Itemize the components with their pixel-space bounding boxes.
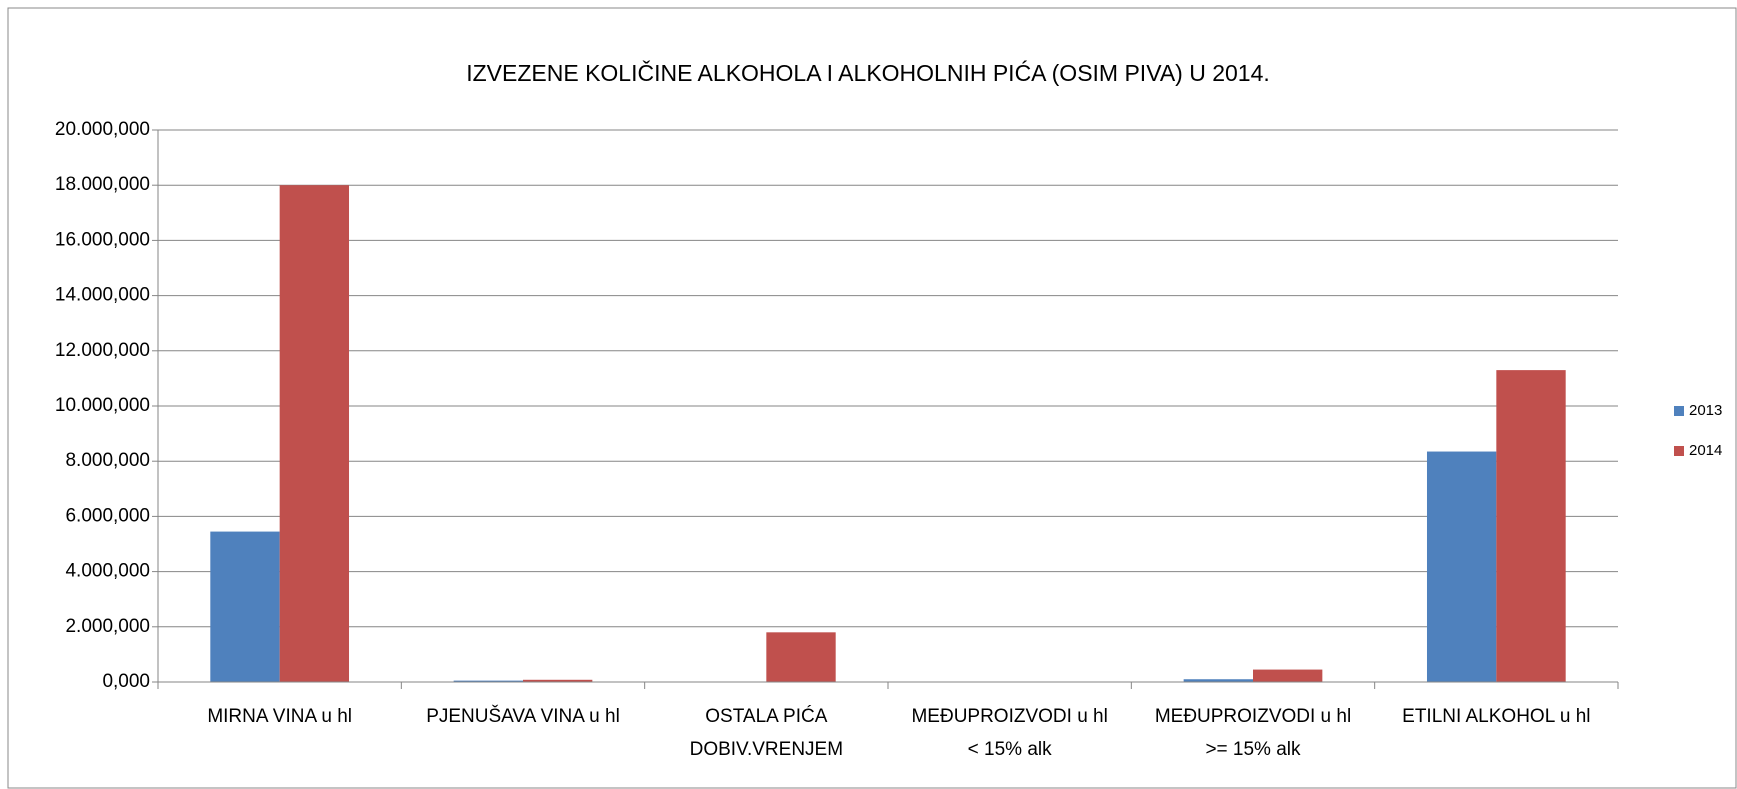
x-tick-label: MEĐUPROIZVODI u hl >= 15% alk xyxy=(1155,706,1351,760)
y-tick-label: 6.000,000 xyxy=(65,505,150,526)
x-tick-label: MIRNA VINA u hl xyxy=(207,706,352,727)
bar xyxy=(210,531,280,682)
legend-swatch xyxy=(1674,446,1684,456)
bar xyxy=(453,680,523,682)
chart-title: IZVEZENE KOLIČINE ALKOHOLA I ALKOHOLNIH … xyxy=(466,59,1270,86)
y-tick-label: 14.000,000 xyxy=(55,285,150,306)
y-tick-label: 20.000,000 xyxy=(55,119,150,140)
y-tick-label: 18.000,000 xyxy=(55,174,150,195)
x-tick-label: ETILNI ALKOHOL u hl xyxy=(1402,706,1590,727)
y-tick-label: 0,000 xyxy=(102,671,150,692)
bar xyxy=(523,679,593,682)
legend-swatch xyxy=(1674,406,1684,416)
y-tick-label: 4.000,000 xyxy=(65,561,150,582)
bar xyxy=(279,185,350,682)
bar xyxy=(766,632,836,682)
legend-label: 2014 xyxy=(1689,442,1722,459)
x-tick-label: OSTALA PIĆA DOBIV.VRENJEM xyxy=(690,705,843,760)
bar xyxy=(1183,679,1253,682)
x-tick-label: PJENUŠAVA VINA u hl xyxy=(426,705,620,727)
y-tick-label: 10.000,000 xyxy=(55,395,150,416)
x-tick-label: MEĐUPROIZVODI u hl < 15% alk xyxy=(911,706,1107,760)
legend-label: 2013 xyxy=(1689,402,1722,419)
y-tick-label: 8.000,000 xyxy=(65,450,150,471)
y-tick-label: 16.000,000 xyxy=(55,229,150,250)
bar xyxy=(1496,370,1566,682)
bar xyxy=(1253,669,1323,682)
y-tick-label: 2.000,000 xyxy=(65,616,150,637)
bar xyxy=(1426,451,1497,682)
y-tick-label: 12.000,000 xyxy=(55,340,150,361)
